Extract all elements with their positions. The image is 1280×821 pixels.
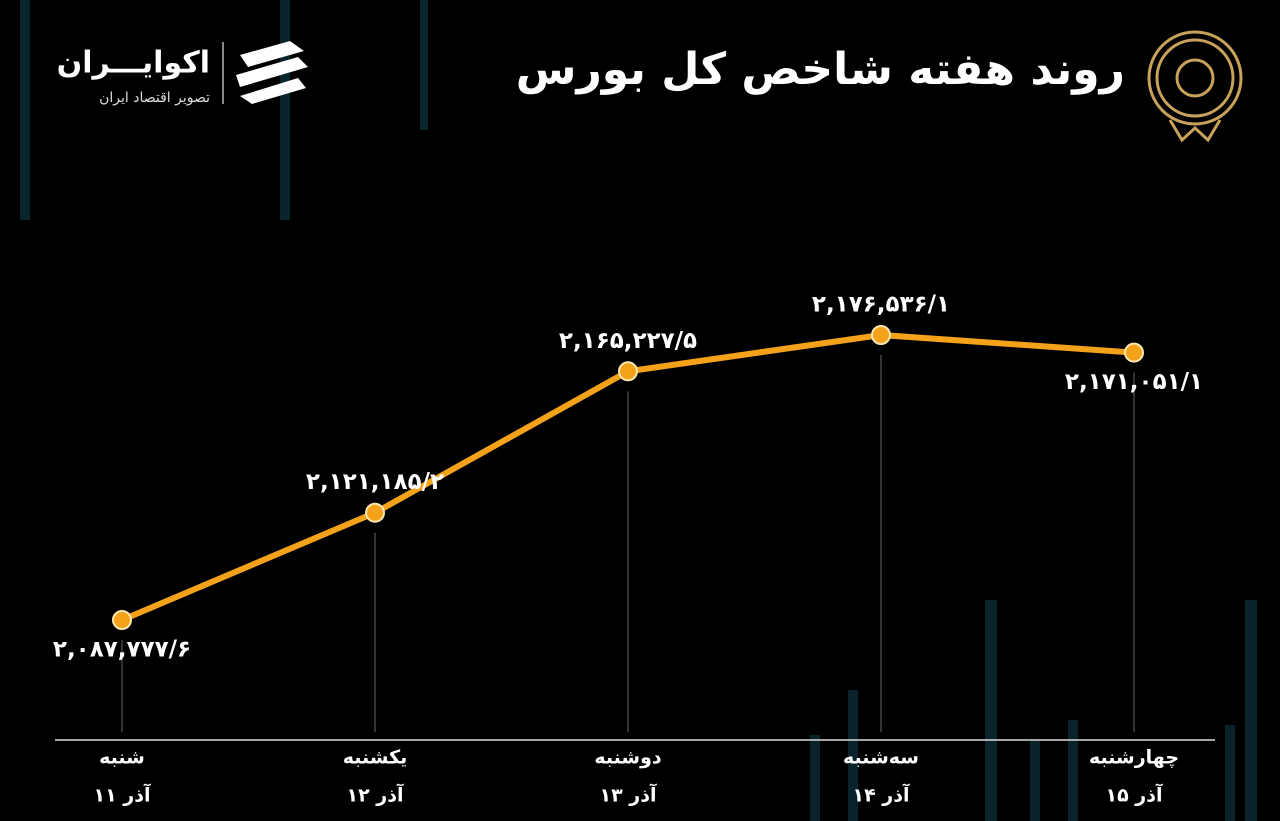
x-tick-label: چهارشنبه: [1089, 747, 1179, 769]
x-tick-label: شنبه: [99, 747, 145, 769]
x-tick-date: ۱۱ آذر: [93, 783, 151, 807]
background-candles: [20, 0, 1257, 821]
point: [112, 610, 132, 630]
value-label: ۲,۱۲۱,۱۸۵/۲: [306, 469, 444, 495]
x-tick-label: دوشنبه: [594, 747, 662, 769]
value-label: ۲,۱۷۶,۵۳۶/۱: [812, 292, 950, 318]
point: [618, 361, 638, 382]
point: [871, 325, 891, 345]
chart-title: روند هفته شاخص کل بورس: [516, 44, 1125, 95]
value-label: ۲,۱۷۱,۰۵۱/۱: [1065, 369, 1203, 395]
value-label: ۲,۱۶۵,۲۲۷/۵: [559, 328, 697, 354]
x-tick-date: ۱۳ آذر: [599, 783, 657, 807]
x-tick-date: ۱۲ آذر: [346, 783, 404, 807]
x-tick-label: سه‌شنبه: [843, 747, 919, 769]
point: [365, 502, 385, 523]
brand-tagline: تصویر اقتصاد ایران: [99, 90, 210, 106]
x-tick-date: ۱۵ آذر: [1105, 783, 1163, 807]
value-label: ۲,۰۸۷,۷۷۷/۶: [53, 637, 191, 663]
exchange-emblem: [1147, 30, 1243, 143]
brand-logo: [222, 41, 308, 104]
point: [1124, 342, 1144, 363]
x-tick-label: یکشنبه: [343, 747, 408, 769]
brand-name: اکوایـــران: [57, 46, 210, 81]
x-tick-date: ۱۴ آذر: [852, 783, 910, 807]
